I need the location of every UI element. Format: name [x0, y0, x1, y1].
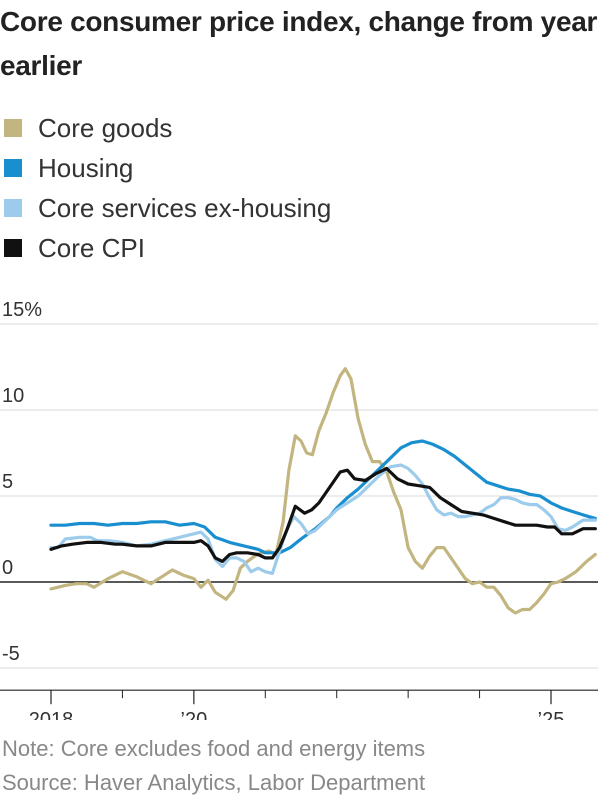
series-line-core-services-ex-housing — [49, 463, 597, 575]
y-tick-label: 5 — [2, 471, 13, 493]
legend-label-core-cpi: Core CPI — [38, 232, 145, 263]
legend-label-core-services-ex-housing: Core services ex-housing — [38, 192, 332, 223]
legend-item-core-cpi: Core CPI — [4, 228, 331, 268]
legend-swatch-core-goods — [4, 119, 22, 137]
legend-item-housing: Housing — [4, 148, 331, 188]
y-tick-label: 0 — [2, 557, 13, 579]
legend-swatch-core-services-ex-housing — [4, 199, 22, 217]
series-line-core-cpi — [49, 466, 597, 563]
series-line-housing — [49, 439, 597, 555]
series-line-core-goods — [49, 367, 597, 615]
chart-note: Note: Core excludes food and energy item… — [2, 736, 426, 761]
x-tick-label: 2018 — [29, 709, 74, 720]
chart-source: Source: Haver Analytics, Labor Departmen… — [2, 770, 426, 795]
y-tick-label: -5 — [2, 643, 20, 665]
x-tick-label: ’20 — [181, 709, 208, 720]
x-tick-label: ’25 — [538, 709, 565, 720]
legend-label-core-goods: Core goods — [38, 112, 173, 143]
line-chart: 15% 10 5 0 -5 2018 ’20 ’25 — [0, 299, 598, 720]
chart-legend: Core goods Housing Core services ex-hous… — [4, 108, 331, 268]
y-tick-label: 15% — [2, 299, 42, 321]
chart-title: Core consumer price index, change from y… — [0, 6, 598, 81]
legend-swatch-core-cpi — [4, 239, 22, 257]
y-tick-label: 10 — [2, 385, 24, 407]
legend-item-core-services-ex-housing: Core services ex-housing — [4, 188, 331, 228]
legend-item-core-goods: Core goods — [4, 108, 331, 148]
legend-swatch-housing — [4, 159, 22, 177]
legend-label-housing: Housing — [38, 152, 134, 183]
